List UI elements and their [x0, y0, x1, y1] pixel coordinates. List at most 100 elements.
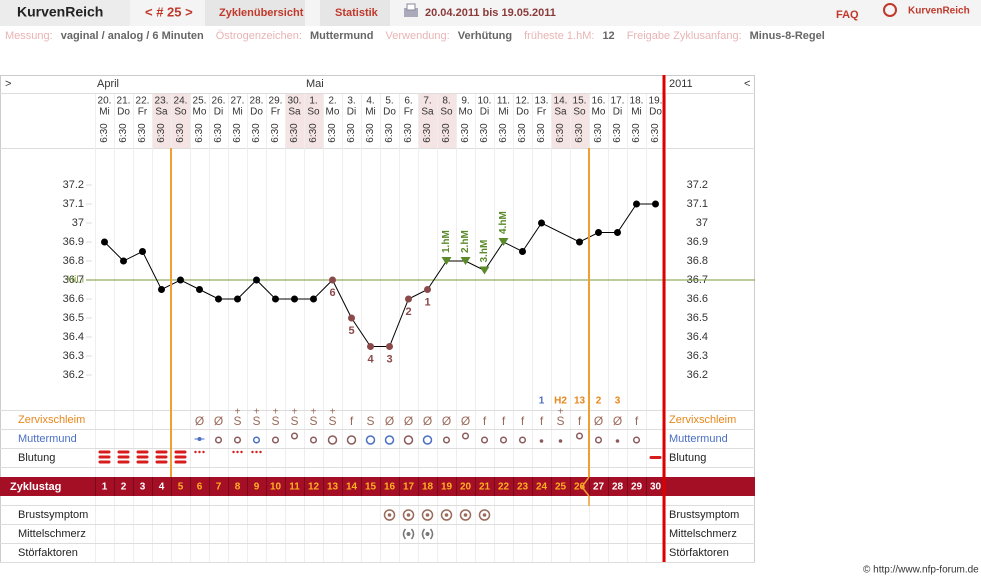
weekday-label: Mo	[592, 107, 606, 118]
day-label: 24.	[174, 96, 188, 107]
cycle-day: 27	[593, 482, 605, 493]
date-range: 20.04.2011 bis 19.05.2011	[425, 7, 556, 19]
time-label: 6:30	[498, 123, 509, 143]
bleeding-icon	[117, 455, 130, 459]
print-icon[interactable]	[404, 3, 418, 17]
cervical-symbol: f	[521, 414, 525, 428]
time-label: 6:30	[422, 123, 433, 143]
cervix-icon	[197, 437, 202, 441]
weekday-label: Fr	[138, 107, 148, 118]
temperature-point	[460, 257, 471, 265]
temperature-point	[139, 248, 146, 255]
info-label: Verwendung:	[386, 30, 450, 42]
tab[interactable]: Statistik	[335, 7, 379, 19]
tab-bg	[205, 0, 305, 26]
row-label: Muttermund	[18, 433, 77, 445]
row-label: Zervixschleim	[18, 414, 85, 426]
tab-bg	[320, 0, 390, 26]
year: 2011	[669, 78, 693, 90]
hili-label: HiLi	[67, 275, 84, 286]
time-label: 6:30	[536, 123, 547, 143]
info-value: vaginal / analog / 6 Minuten	[61, 30, 204, 42]
tab[interactable]: Zyklenübersicht	[219, 7, 304, 19]
cycle-day: 26	[574, 482, 586, 493]
row-label-right: Brustsymptom	[669, 509, 739, 521]
bleeding-icon	[232, 450, 235, 454]
day-label: 26.	[212, 96, 226, 107]
cervical-plus: +	[235, 407, 241, 418]
info-label: früheste 1.hM:	[524, 30, 594, 42]
temperature-point	[348, 314, 355, 322]
day-label: 23.	[155, 96, 169, 107]
cycle-day: 8	[235, 482, 241, 493]
cycle-day-band	[0, 477, 755, 496]
day-label: 25.	[193, 96, 207, 107]
breast-icon	[482, 513, 487, 517]
faq-link[interactable]: FAQ	[836, 9, 859, 21]
cervical-symbol: S	[556, 414, 564, 428]
cervix-icon	[309, 436, 318, 444]
logo[interactable]: KurvenReich	[17, 4, 103, 20]
cycle-day: 23	[517, 482, 529, 493]
cervix-icon	[403, 435, 414, 445]
weekend-shade	[570, 94, 589, 148]
bleeding-icon	[136, 450, 149, 454]
time-label: 6:30	[308, 123, 319, 143]
breast-icon	[478, 509, 491, 521]
logo-bg	[0, 0, 130, 26]
day-label: 3.	[347, 96, 355, 107]
nav-right[interactable]: <	[744, 78, 750, 90]
day-label: 22.	[136, 96, 150, 107]
cycle-day: 30	[650, 482, 662, 493]
cervical-plus: +	[273, 407, 279, 418]
weekday-label: Mi	[365, 107, 376, 118]
info-value: Muttermund	[310, 30, 374, 42]
temperature-point	[424, 286, 431, 293]
cycle-day: 11	[289, 482, 300, 493]
weekend-shade	[551, 94, 570, 148]
day-label: 10.	[478, 96, 492, 107]
temperature-point	[633, 200, 640, 208]
cervix-icon	[384, 435, 395, 445]
cycle-day: 16	[384, 482, 396, 493]
nav-left[interactable]: >	[5, 78, 11, 90]
bleeding-icon	[198, 450, 201, 454]
bleeding-icon	[98, 455, 111, 459]
cervix-icon	[558, 439, 563, 443]
time-label: 6:30	[175, 123, 186, 143]
cervix-icon	[632, 436, 641, 444]
day-label: 28.	[250, 96, 264, 107]
cervical-plus: +	[558, 407, 564, 418]
time-label: 6:30	[289, 123, 300, 143]
mittelschmerz-icon	[421, 528, 434, 540]
temperature-point	[291, 295, 298, 303]
weekday-label: Do	[649, 107, 662, 118]
cervix-icon	[594, 436, 603, 444]
cycle-day: 22	[498, 482, 510, 493]
bleeding-icon	[174, 460, 187, 464]
cycle-day: 7	[216, 482, 222, 493]
bleeding-icon	[136, 460, 149, 464]
bleeding-icon	[155, 450, 168, 454]
chart: > <2011April20.Mi6:3021.Do6:3022.Fr6:3023…	[0, 78, 755, 559]
cervix-icon	[365, 435, 376, 445]
cycle-nav[interactable]: < # 25 >	[145, 4, 193, 19]
y-tick-label-right: 36.8	[687, 255, 708, 267]
cycle-day: 5	[178, 482, 184, 493]
weekend-shade	[418, 94, 437, 148]
time-label: 6:30	[327, 123, 338, 143]
cycle-day: 28	[612, 482, 624, 493]
breast-icon	[444, 513, 449, 517]
brand[interactable]: KurvenReich	[908, 6, 970, 17]
day-label: 1.	[309, 96, 317, 107]
time-label: 6:30	[403, 123, 414, 143]
y-tick-label: 36.7	[63, 274, 84, 286]
temperature-point	[158, 286, 165, 293]
y-tick-label-right: 37.1	[687, 198, 708, 210]
cervix-icon	[214, 436, 223, 444]
temperature-point	[272, 295, 279, 303]
time-label: 6:30	[232, 123, 243, 143]
cervix-icon	[442, 436, 451, 444]
time-label: 6:30	[517, 123, 528, 143]
